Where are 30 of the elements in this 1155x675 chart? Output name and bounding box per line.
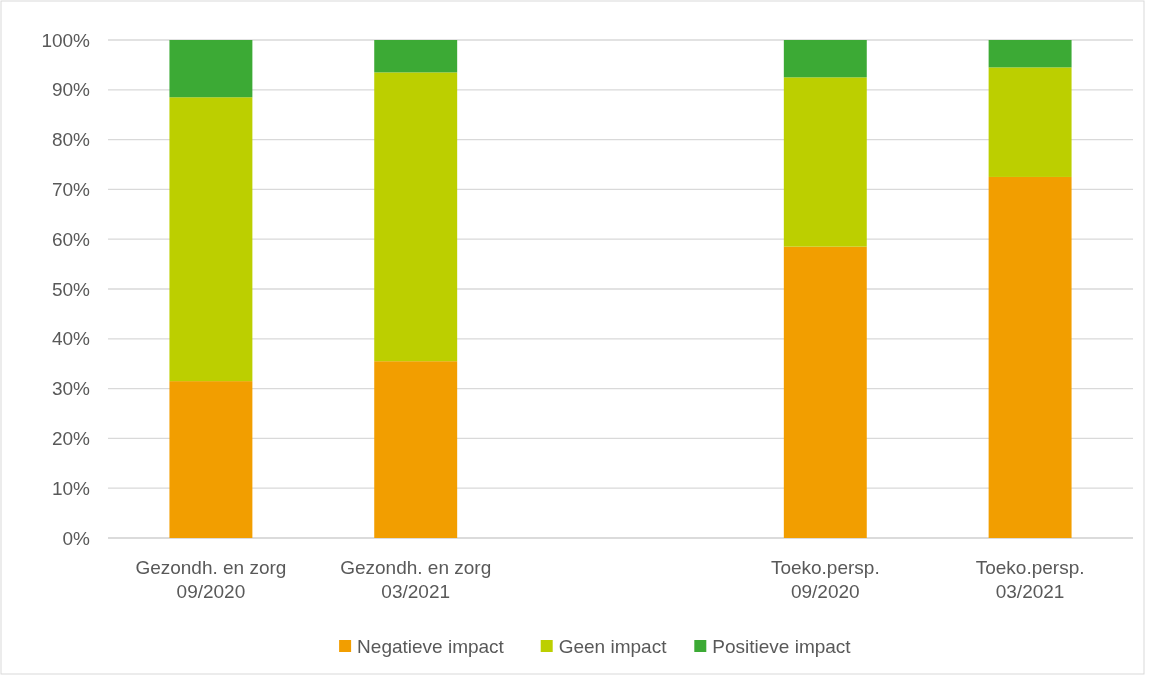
legend-label: Positieve impact — [712, 635, 852, 657]
bar — [783, 246, 867, 538]
bar — [169, 381, 253, 538]
x-tick-label: Toeko.persp. 03/2021 — [975, 557, 1085, 602]
bar — [988, 40, 1072, 68]
y-tick-label: 10% — [51, 477, 91, 499]
legend-label: Geen impact — [558, 635, 668, 657]
legend-label: Negatieve impact — [357, 635, 505, 657]
x-tick-label: Gezondh. en zorg 03/2021 — [340, 557, 492, 602]
bar — [374, 40, 458, 73]
bar — [169, 97, 253, 382]
bar — [169, 40, 253, 98]
x-tick-label: Gezondh. en zorg 09/2020 — [135, 557, 287, 602]
bar — [374, 72, 458, 362]
x-tick-label: Toeko.persp. 09/2020 — [770, 557, 880, 602]
bar — [783, 77, 867, 247]
bar — [988, 176, 1072, 538]
y-tick-label: 30% — [51, 378, 91, 400]
y-tick-label: 0% — [62, 527, 91, 549]
y-tick-label: 80% — [51, 129, 91, 151]
y-tick-label: 90% — [51, 79, 91, 101]
y-tick-label: 100% — [41, 29, 91, 51]
y-tick-label: 40% — [51, 328, 91, 350]
bar — [374, 361, 458, 538]
y-tick-label: 50% — [51, 278, 91, 300]
y-tick-label: 20% — [51, 428, 91, 450]
y-tick-label: 70% — [51, 179, 91, 201]
y-tick-label: 60% — [51, 228, 91, 250]
bar — [783, 40, 867, 78]
bar — [988, 67, 1072, 177]
